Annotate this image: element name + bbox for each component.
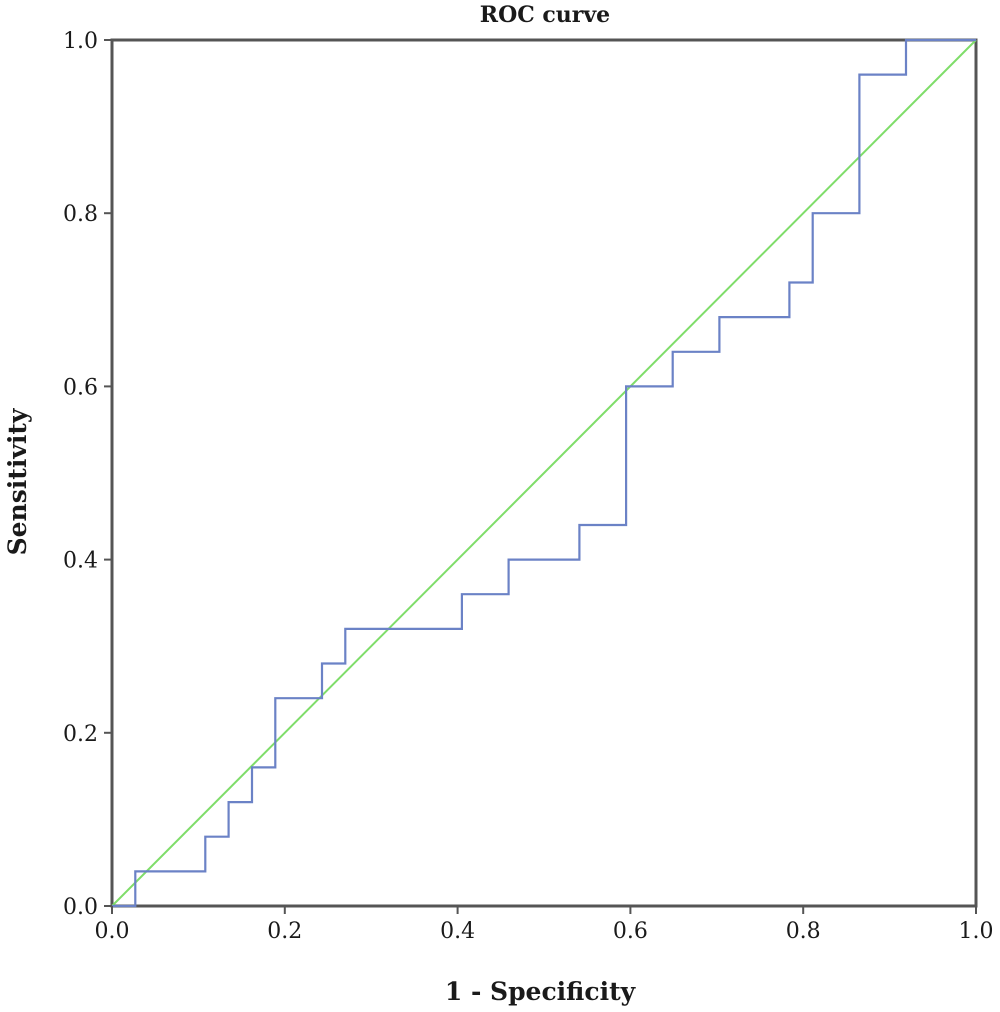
x-tick-label: 0.8 bbox=[786, 919, 821, 944]
x-axis-ticks: 0.0 0.2 0.4 0.6 0.8 1.0 bbox=[95, 906, 994, 944]
y-tick-label: 0.0 bbox=[63, 895, 98, 920]
y-axis-ticks: 0.0 0.2 0.4 0.6 0.8 1.0 bbox=[63, 29, 112, 920]
x-axis-title: 1 - Specificity bbox=[445, 977, 637, 1006]
plot-frame bbox=[110, 38, 978, 908]
y-tick-label: 0.4 bbox=[63, 549, 98, 574]
y-axis-title: Sensitivity bbox=[3, 407, 32, 555]
reference-line-layer bbox=[111, 39, 977, 907]
chart-title: ROC curve bbox=[480, 2, 610, 28]
x-tick-label: 1.0 bbox=[959, 919, 994, 944]
x-tick-label: 0.4 bbox=[440, 919, 475, 944]
y-tick-label: 0.8 bbox=[63, 202, 98, 227]
x-tick-label: 0.2 bbox=[267, 919, 302, 944]
roc-curve-line bbox=[112, 38, 976, 908]
y-tick-label: 0.2 bbox=[63, 722, 98, 747]
x-tick-label: 0.6 bbox=[613, 919, 648, 944]
y-tick-label: 0.6 bbox=[63, 375, 98, 400]
x-tick-label: 0.0 bbox=[95, 919, 130, 944]
reference-diagonal-line bbox=[111, 39, 977, 907]
y-tick-label: 1.0 bbox=[63, 29, 98, 54]
roc-curve-layer bbox=[112, 38, 976, 908]
